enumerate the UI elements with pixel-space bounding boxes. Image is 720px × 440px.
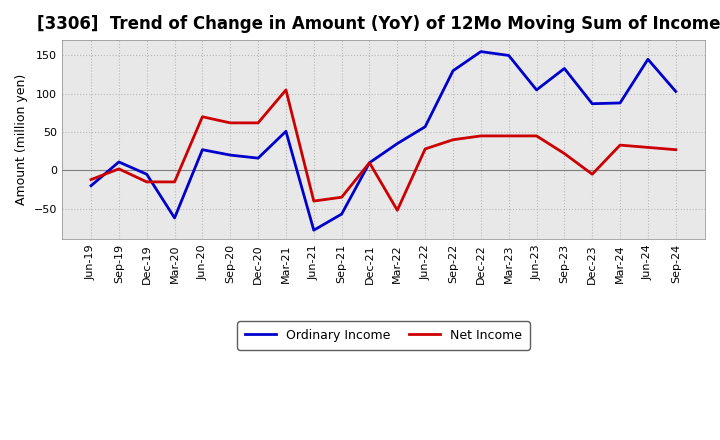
Ordinary Income [170, 215, 179, 220]
Net Income [170, 179, 179, 184]
Net Income [143, 179, 151, 184]
Net Income [393, 208, 402, 213]
Ordinary Income [114, 159, 123, 165]
Net Income [560, 151, 569, 156]
Y-axis label: Amount (million yen): Amount (million yen) [15, 74, 28, 205]
Net Income [282, 87, 290, 92]
Ordinary Income [449, 68, 457, 73]
Ordinary Income [253, 155, 262, 161]
Net Income [477, 133, 485, 139]
Net Income [226, 120, 235, 125]
Ordinary Income [532, 87, 541, 92]
Ordinary Income [310, 227, 318, 233]
Legend: Ordinary Income, Net Income: Ordinary Income, Net Income [237, 321, 530, 350]
Net Income [253, 120, 262, 125]
Net Income [449, 137, 457, 143]
Ordinary Income [337, 212, 346, 217]
Net Income [672, 147, 680, 152]
Ordinary Income [672, 89, 680, 94]
Ordinary Income [86, 183, 95, 188]
Ordinary Income [365, 160, 374, 165]
Ordinary Income [505, 53, 513, 58]
Ordinary Income [588, 101, 597, 106]
Ordinary Income [393, 141, 402, 146]
Net Income [421, 147, 430, 152]
Net Income [198, 114, 207, 119]
Ordinary Income [198, 147, 207, 152]
Net Income [505, 133, 513, 139]
Net Income [365, 160, 374, 165]
Net Income [588, 172, 597, 177]
Ordinary Income [477, 49, 485, 54]
Ordinary Income [616, 100, 624, 106]
Ordinary Income [421, 124, 430, 129]
Net Income [337, 194, 346, 200]
Net Income [86, 177, 95, 182]
Net Income [114, 166, 123, 172]
Net Income [644, 145, 652, 150]
Ordinary Income [644, 57, 652, 62]
Net Income [532, 133, 541, 139]
Title: [3306]  Trend of Change in Amount (YoY) of 12Mo Moving Sum of Incomes: [3306] Trend of Change in Amount (YoY) o… [37, 15, 720, 33]
Ordinary Income [282, 128, 290, 134]
Ordinary Income [143, 172, 151, 177]
Line: Ordinary Income: Ordinary Income [91, 51, 676, 230]
Line: Net Income: Net Income [91, 90, 676, 210]
Ordinary Income [226, 152, 235, 158]
Net Income [616, 143, 624, 148]
Net Income [310, 198, 318, 204]
Ordinary Income [560, 66, 569, 71]
